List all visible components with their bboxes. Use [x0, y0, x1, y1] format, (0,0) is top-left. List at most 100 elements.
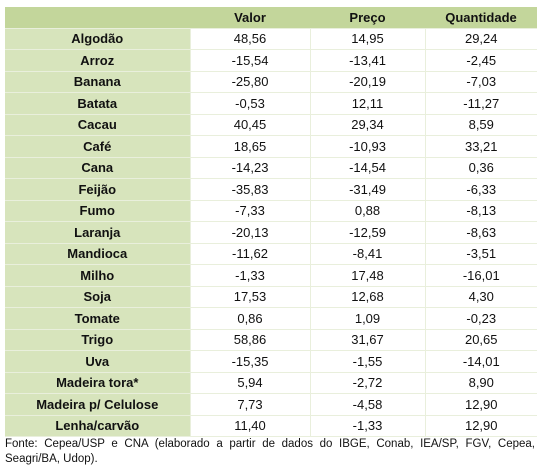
source-note: Fonte: Cepea/USP e CNA (elaborado a part… — [5, 438, 535, 465]
row-label: Cana — [5, 157, 190, 179]
table-row: Lenha/carvão 11,40 -1,33 12,90 — [5, 415, 537, 437]
table: Valor Preço Quantidade Algodão 48,56 14,95 29… — [5, 7, 537, 437]
cell: -0,23 — [424, 307, 537, 330]
cell: 40,45 — [189, 114, 310, 136]
cell: -15,54 — [189, 49, 310, 72]
row-label: Madeira tora* — [5, 372, 190, 394]
cell: 12,11 — [309, 92, 425, 115]
table-row: Milho -1,33 17,48 -16,01 — [5, 264, 537, 287]
cell: 31,67 — [309, 329, 425, 351]
header-cell: Valor — [190, 7, 310, 29]
header-cell: Preço — [310, 7, 425, 29]
row-label: Cacau — [5, 114, 190, 136]
cell: -7,33 — [189, 200, 310, 222]
cell: -16,01 — [424, 264, 537, 287]
table-row: Trigo 58,86 31,67 20,65 — [5, 329, 537, 351]
cell: 29,24 — [424, 28, 537, 50]
cell: -13,41 — [309, 49, 425, 72]
table-row: Algodão 48,56 14,95 29,24 — [5, 28, 537, 50]
cell: 33,21 — [424, 135, 537, 158]
row-label: Trigo — [5, 329, 190, 351]
cell: 58,86 — [189, 329, 310, 351]
table-row: Feijão -35,83 -31,49 -6,33 — [5, 178, 537, 201]
table-body: Algodão 48,56 14,95 29,24 Arroz -15,54 -13,41-… — [5, 28, 537, 437]
row-label: Batata — [5, 92, 190, 115]
cell: -8,41 — [309, 243, 425, 265]
cell: -2,72 — [309, 372, 425, 394]
cell: -12,59 — [309, 221, 425, 244]
cell: -4,58 — [309, 393, 425, 416]
row-label: Banana — [5, 71, 190, 93]
row-label: Uva — [5, 350, 190, 373]
row-label: Lenha/carvão — [5, 415, 190, 437]
cell: 1,09 — [309, 307, 425, 330]
table-row: Cacau 40,45 29,34 8,59 — [5, 114, 537, 136]
header-cell: Quantidade — [425, 7, 537, 29]
cell: 17,48 — [309, 264, 425, 287]
row-label: Laranja — [5, 221, 190, 244]
row-label: Algodão — [5, 28, 190, 50]
cell: 5,94 — [189, 372, 310, 394]
table-row: Uva -15,35 -1,55 -14,01 — [5, 350, 537, 373]
cell: -15,35 — [189, 350, 310, 373]
table-row: Tomate 0,86 1,09 -0,23 — [5, 307, 537, 330]
cell: 12,90 — [424, 415, 537, 437]
row-label: Feijão — [5, 178, 190, 201]
cell: -31,49 — [309, 178, 425, 201]
cell: -11,27 — [424, 92, 537, 115]
cell: -25,80 — [189, 71, 310, 93]
row-label: Mandioca — [5, 243, 190, 265]
cell: -1,33 — [189, 264, 310, 287]
cell: 48,56 — [189, 28, 310, 50]
cell: 0,36 — [424, 157, 537, 179]
table-row: Banana -25,80 -20,19 -7,03 — [5, 71, 537, 93]
table-row: Madeira tora* 5,94 -2,72 8,90 — [5, 372, 537, 394]
table-row: Café 18,65 -10,93 33,21 — [5, 135, 537, 158]
cell: 29,34 — [309, 114, 425, 136]
table-row: Cana -14,23 -14,54 0,36 — [5, 157, 537, 179]
cell: -11,62 — [189, 243, 310, 265]
cell: 18,65 — [189, 135, 310, 158]
cell: -35,83 — [189, 178, 310, 201]
header-row: Valor Preço Quantidade — [5, 7, 537, 29]
cell: 12,90 — [424, 393, 537, 416]
table-row: Mandioca -11,62 -8,41 -3,51 — [5, 243, 537, 265]
table-row: Soja 17,53 12,68 4,30 — [5, 286, 537, 308]
row-label: Arroz — [5, 49, 190, 72]
cell: -14,54 — [309, 157, 425, 179]
cell: -7,03 — [424, 71, 537, 93]
cell: -2,45 — [424, 49, 537, 72]
cell: -1,55 — [309, 350, 425, 373]
cell: 8,90 — [424, 372, 537, 394]
cell: -20,13 — [189, 221, 310, 244]
cell: 20,65 — [424, 329, 537, 351]
cell: 14,95 — [309, 28, 425, 50]
table-row: Fumo -7,33 0,88 -8,13 — [5, 200, 537, 222]
cell: 0,88 — [309, 200, 425, 222]
row-label: Tomate — [5, 307, 190, 330]
row-label: Madeira p/ Celulose — [5, 393, 190, 416]
table-row: Batata -0,53 12,11 -11,27 — [5, 92, 537, 115]
cell: 7,73 — [189, 393, 310, 416]
cell: 12,68 — [309, 286, 425, 308]
row-label: Soja — [5, 286, 190, 308]
cell: 0,86 — [189, 307, 310, 330]
cell: -3,51 — [424, 243, 537, 265]
cell: -8,63 — [424, 221, 537, 244]
table-wrap: Valor Preço Quantidade Algodão 48,56 14,95 29… — [5, 7, 537, 437]
cell: -14,23 — [189, 157, 310, 179]
cell: -0,53 — [189, 92, 310, 115]
cell: 17,53 — [189, 286, 310, 308]
cell: -20,19 — [309, 71, 425, 93]
header-cell — [5, 7, 190, 29]
row-label: Fumo — [5, 200, 190, 222]
cell: -10,93 — [309, 135, 425, 158]
table-row: Madeira p/ Celulose 7,73 -4,58 12,90 — [5, 393, 537, 416]
cell: -6,33 — [424, 178, 537, 201]
cell: 8,59 — [424, 114, 537, 136]
cell: -1,33 — [309, 415, 425, 437]
table-row: Laranja -20,13 -12,59 -8,63 — [5, 221, 537, 244]
table-row: Arroz -15,54 -13,41 -2,45 — [5, 49, 537, 72]
cell: 11,40 — [189, 415, 310, 437]
